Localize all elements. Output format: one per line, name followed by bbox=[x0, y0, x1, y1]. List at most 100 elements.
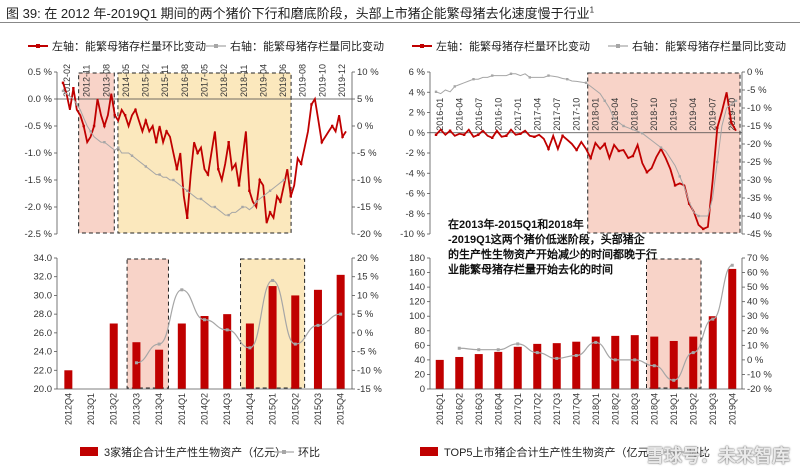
chart0-series-mom-point bbox=[165, 130, 168, 133]
chart1-x-tick: 2014Q2 bbox=[200, 393, 210, 425]
chart3-legend-line-label: 环比 bbox=[688, 446, 710, 459]
chart1-mom-line bbox=[136, 279, 341, 364]
chart3-yright-tick: 70 % bbox=[747, 253, 769, 264]
chart3-yright-tick: 10 % bbox=[747, 340, 769, 351]
chart2-x-tick: 2019-04 bbox=[688, 98, 698, 131]
chart0-series-mom-point bbox=[175, 168, 179, 171]
chart3-yright-tick: 30 % bbox=[747, 311, 769, 322]
chart1-x-tick: 2012Q4 bbox=[63, 393, 73, 425]
chart0-series-yoy-point bbox=[227, 213, 230, 217]
chart3-legend-bar-label: TOP5上市猪企合计生产性生物资产（亿元） bbox=[444, 445, 660, 459]
chart3-x-tick: 2016Q1 bbox=[435, 393, 445, 425]
chart1-yleft-tick: 30.0 bbox=[34, 290, 53, 301]
chart1-bar bbox=[155, 349, 164, 389]
chart3-x-tick: 2018Q3 bbox=[630, 393, 640, 425]
chart1-yright-tick: 0 % bbox=[357, 328, 374, 339]
chart1-bar bbox=[132, 342, 141, 389]
chart1-yleft-tick: 24.0 bbox=[34, 347, 53, 358]
chart0-x-tick: 2015-11 bbox=[160, 65, 170, 97]
annotation-line: 业能繁母猪存栏量开始去化的时间 bbox=[448, 262, 613, 276]
chart0-series-mom-point bbox=[299, 162, 303, 165]
chart0-series-mom-point bbox=[113, 114, 116, 117]
annotation-text: 在2013年-2015Q1和2018年-2019Q1这两个猪价低迷阶段，头部猪企… bbox=[448, 217, 657, 276]
chart0-series-mom-point bbox=[227, 141, 230, 144]
chart3-yleft-tick: 40 bbox=[414, 355, 425, 366]
chart2-yleft-tick: 2 % bbox=[409, 108, 426, 119]
chart0-series-mom-point bbox=[134, 108, 137, 111]
chart0-series-mom-point bbox=[330, 124, 334, 128]
chart2-series-yoy-point bbox=[716, 160, 719, 164]
chart1-yright-tick: 10 % bbox=[357, 290, 379, 301]
chart1-mom-point bbox=[316, 323, 320, 327]
chart3-mom-point bbox=[672, 378, 676, 382]
chart3-bar bbox=[728, 268, 737, 389]
chart1-yright-tick: -15 % bbox=[357, 384, 382, 395]
chart0-series-mom-point bbox=[237, 184, 241, 187]
chart1-bar bbox=[64, 370, 73, 389]
chart0-highlight-box bbox=[78, 72, 115, 234]
chart3-x-tick: 2017Q4 bbox=[571, 393, 581, 425]
chart3-x-tick: 2017Q1 bbox=[513, 393, 523, 425]
chart3-yleft-tick: 100 bbox=[409, 311, 425, 322]
chart2-x-tick: 2019-10 bbox=[727, 98, 737, 131]
chart2-yleft-tick: -8 % bbox=[405, 209, 425, 220]
chart0-legend-mom-label: 左轴：能繁母猪存栏量环比变动 bbox=[52, 39, 206, 53]
chart1-yright-tick: -5 % bbox=[357, 347, 377, 358]
chart2-series-yoy-point bbox=[659, 146, 663, 149]
chart3-bar bbox=[533, 343, 542, 389]
chart2-yleft-tick: -4 % bbox=[405, 168, 425, 179]
chart0-series-yoy-point bbox=[103, 141, 106, 144]
chart2-legend-yoy-marker bbox=[616, 44, 620, 48]
chart3-bar bbox=[474, 354, 483, 389]
chart2-series-mom-point bbox=[645, 171, 649, 174]
chart1-mom-point bbox=[248, 346, 252, 350]
chart0-legend-mom-marker bbox=[36, 44, 40, 48]
chart2-yright-tick: -35 % bbox=[747, 193, 772, 204]
chart0-x-tick: 2016-08 bbox=[180, 64, 190, 97]
chart2-series-mom-point bbox=[448, 129, 452, 132]
chart3-mom-point bbox=[691, 351, 695, 355]
chart2-series-mom-point bbox=[547, 147, 550, 151]
chart3-yright-tick: 50 % bbox=[747, 282, 769, 293]
chart2-x-tick: 2016-07 bbox=[474, 98, 484, 131]
chart2-yright-tick: 0 % bbox=[747, 67, 764, 78]
chart0-yright-tick: 10 % bbox=[357, 67, 379, 78]
chart1-yleft-tick: 28.0 bbox=[34, 309, 53, 320]
chart3-x-tick: 2018Q1 bbox=[591, 393, 601, 425]
chart0-series-yoy-point bbox=[158, 173, 161, 176]
chart3-x-tick: 2019Q4 bbox=[727, 393, 737, 425]
chart3-bar bbox=[455, 356, 464, 389]
chart1-x-tick: 2013Q4 bbox=[154, 393, 164, 425]
chart3-yleft-tick: 120 bbox=[409, 297, 425, 308]
chart1-legend-bar-swatch bbox=[80, 447, 98, 456]
chart0-series-mom-point bbox=[310, 103, 313, 106]
chart0-yleft-tick: -2.5 % bbox=[25, 229, 53, 240]
chart3-x-tick: 2018Q2 bbox=[610, 393, 620, 425]
chart3-x-tick: 2019Q1 bbox=[669, 393, 679, 425]
chart2-series-mom-point bbox=[730, 121, 733, 124]
chart0-yright-tick: -20 % bbox=[357, 229, 382, 240]
chart0-yright-tick: -10 % bbox=[357, 175, 382, 186]
chart1-yleft-tick: 34.0 bbox=[34, 253, 53, 264]
watermark: 雪球号：未来智库 bbox=[646, 446, 790, 466]
chart1-bar bbox=[291, 295, 300, 389]
chart2-x-tick: 2018-01 bbox=[591, 98, 601, 131]
chart2-series-mom-point bbox=[476, 133, 480, 136]
chart0-x-tick: 2019-08 bbox=[298, 64, 308, 97]
chart1-x-tick: 2013Q2 bbox=[109, 393, 119, 425]
chart3-yright-tick: 0 % bbox=[747, 355, 764, 366]
annotation-line: 的生产性生物资产开始减少的时间都晚于行 bbox=[448, 247, 657, 261]
chart2-x-tick: 2016-01 bbox=[435, 98, 445, 131]
chart1-legend-bar-label: 3家猪企合计生产性生物资产（亿元） bbox=[104, 445, 286, 459]
chart3-bar bbox=[630, 335, 639, 389]
chart0-yleft-tick: -1.0 % bbox=[25, 148, 53, 159]
chart2-x-tick: 2017-07 bbox=[552, 98, 562, 131]
chart0-series-mom-point bbox=[217, 168, 220, 171]
chart3-mom-point bbox=[633, 358, 637, 362]
chart0-series-mom-point bbox=[82, 124, 85, 128]
chart1-x-tick: 2013Q3 bbox=[131, 393, 141, 425]
chart2-yleft-tick: 4 % bbox=[409, 87, 426, 98]
chart3-mom-point bbox=[613, 358, 617, 362]
chart3-yright-tick: -20 % bbox=[747, 384, 772, 395]
chart2-series-yoy-point bbox=[453, 85, 456, 88]
